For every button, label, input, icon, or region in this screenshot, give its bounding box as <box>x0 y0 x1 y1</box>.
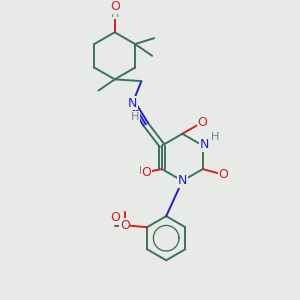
Text: O: O <box>120 219 130 232</box>
Text: O: O <box>110 0 120 13</box>
Text: N: N <box>200 139 209 152</box>
Text: H: H <box>211 132 219 142</box>
Text: O: O <box>141 166 151 178</box>
Text: O: O <box>110 211 120 224</box>
Text: H: H <box>139 167 147 176</box>
Text: N: N <box>178 174 187 188</box>
Text: O: O <box>218 169 228 182</box>
Text: H: H <box>111 9 119 19</box>
Text: H: H <box>131 112 140 122</box>
Text: O: O <box>197 116 207 129</box>
Text: N: N <box>128 97 137 110</box>
